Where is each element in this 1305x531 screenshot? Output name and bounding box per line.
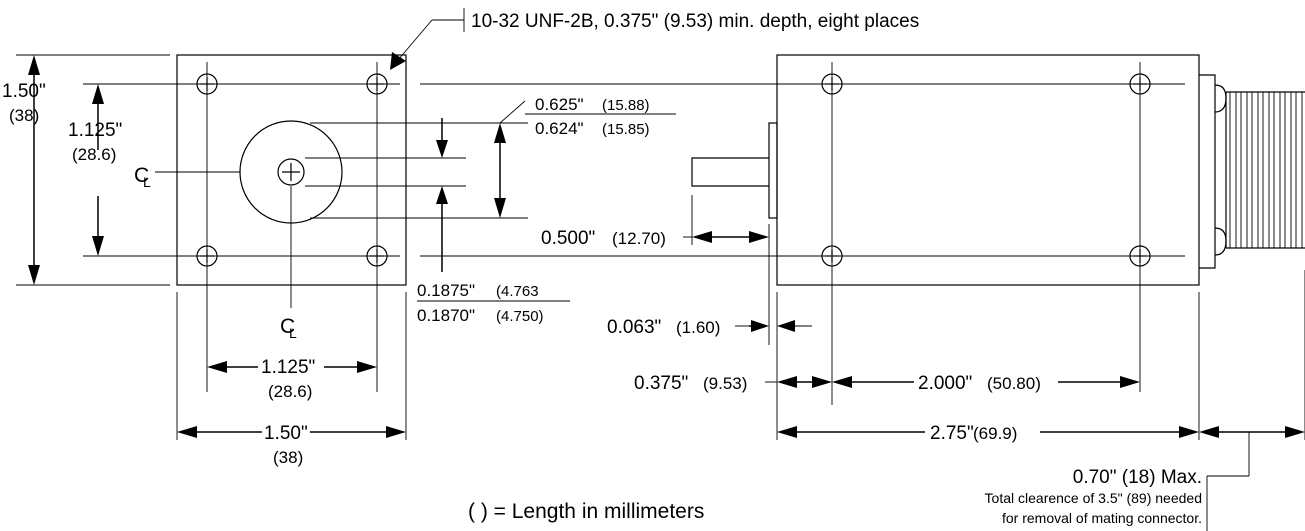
mounting-hole-tl — [196, 73, 218, 95]
side-hole-br — [1129, 245, 1151, 267]
svg-text:(28.6): (28.6) — [268, 382, 312, 401]
shaft-side — [691, 157, 769, 187]
svg-text:(69.9): (69.9) — [973, 424, 1017, 443]
side-hole-tr — [1129, 73, 1151, 95]
svg-text:C: C — [280, 315, 295, 338]
svg-text:10-32 UNF-2B, 0.375" (9.53) mi: 10-32 UNF-2B, 0.375" (9.53) min. depth, … — [471, 11, 919, 32]
svg-text:(1.60): (1.60) — [676, 318, 720, 337]
dim-shaft-length: 0.500" (12.70) — [541, 228, 769, 249]
svg-text:(12.70): (12.70) — [612, 229, 666, 248]
svg-text:2.75": 2.75" — [930, 423, 974, 444]
svg-text:1.125": 1.125" — [68, 120, 122, 141]
svg-text:C: C — [134, 164, 149, 187]
dim-shaft: 0.1875" (4.763 0.1870" (4.750) — [417, 118, 570, 325]
svg-text:(4.763: (4.763 — [496, 283, 539, 300]
svg-text:(50.80): (50.80) — [987, 374, 1041, 393]
dim-connector — [1199, 426, 1305, 531]
dim-hole-setback: 0.375" (9.53) — [634, 373, 832, 394]
svg-text:(4.750): (4.750) — [496, 308, 544, 325]
svg-text:2.000": 2.000" — [918, 373, 972, 394]
shaft-circle — [277, 158, 305, 186]
svg-text:0.375": 0.375" — [634, 373, 688, 394]
svg-text:1.125": 1.125" — [261, 357, 315, 378]
front-view — [16, 54, 528, 440]
mounting-hole-tr — [366, 73, 388, 95]
side-view — [420, 54, 1305, 440]
side-hole-tl — [821, 73, 843, 95]
svg-text:L: L — [289, 325, 297, 341]
clearance-note-2: for removal of mating connector. — [1002, 510, 1202, 526]
svg-text:(28.6): (28.6) — [72, 145, 116, 164]
svg-text:0.063": 0.063" — [607, 317, 661, 338]
dim-hole-span: 2.000" (50.80) — [832, 373, 1140, 394]
svg-text:0.1870": 0.1870" — [417, 306, 475, 325]
dim-width: 1.50" (38) — [177, 423, 406, 467]
flange-side — [768, 122, 778, 219]
mounting-hole-bl — [196, 245, 218, 267]
dim-bore: 0.625" (15.88) 0.624" (15.85) — [494, 95, 676, 218]
svg-text:(15.88): (15.88) — [602, 97, 650, 114]
dim-flange-thickness: 0.063" (1.60) — [607, 317, 812, 338]
centerline-symbol-left: C L — [134, 164, 151, 190]
dim-height: 1.50" (38) — [2, 55, 46, 285]
connector — [1199, 74, 1305, 269]
dim-body-length: 2.75" (69.9) — [777, 423, 1199, 444]
units-legend: ( ) = Length in millimeters — [468, 500, 704, 523]
centerline-symbol-bottom: C L — [280, 315, 297, 341]
dim-hole-horizontal: 1.125" (28.6) — [207, 357, 377, 401]
svg-text:1.50": 1.50" — [264, 423, 308, 444]
thread-callout: 10-32 UNF-2B, 0.375" (9.53) min. depth, … — [390, 8, 919, 70]
svg-text:0.500": 0.500" — [541, 228, 595, 249]
connector-note: 0.70" (18) Max. — [1073, 467, 1202, 488]
svg-text:0.625": 0.625" — [535, 95, 584, 114]
mounting-hole-br — [366, 245, 388, 267]
svg-text:(15.85): (15.85) — [602, 121, 650, 138]
svg-text:0.1875": 0.1875" — [417, 281, 475, 300]
dim-hole-vertical: 1.125" (28.6) — [68, 84, 122, 256]
front-flange-outline — [176, 54, 407, 286]
svg-text:(38): (38) — [9, 106, 39, 125]
svg-text:(38): (38) — [273, 448, 303, 467]
side-hole-bl — [821, 245, 843, 267]
svg-text:L: L — [143, 174, 151, 190]
svg-text:0.624": 0.624" — [535, 119, 584, 138]
clearance-note-1: Total clearence of 3.5" (89) needed — [985, 490, 1202, 506]
svg-text:(9.53): (9.53) — [703, 374, 747, 393]
svg-text:1.50": 1.50" — [2, 81, 46, 102]
